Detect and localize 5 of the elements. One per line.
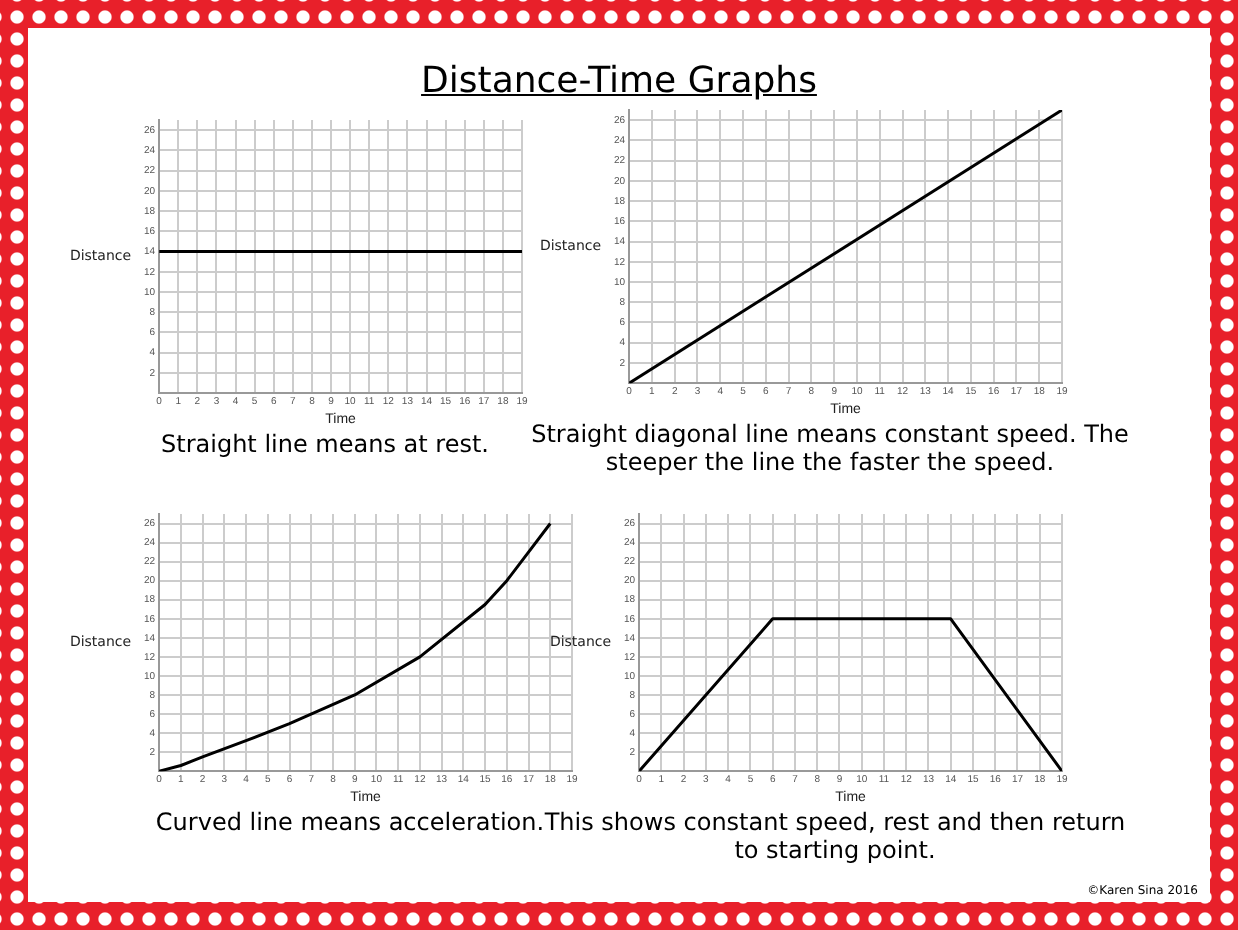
text: Distance-Time Graphs — [419, 60, 819, 102]
text: This shows constant speed, rest and then return to starting point. — [544, 808, 1126, 864]
text: Curved line means acceleration. — [155, 808, 545, 836]
text: Straight diagonal line means constant speed. The steeper the line the faster the speed. — [530, 420, 1130, 476]
text: Straight line means at rest. — [161, 430, 489, 458]
